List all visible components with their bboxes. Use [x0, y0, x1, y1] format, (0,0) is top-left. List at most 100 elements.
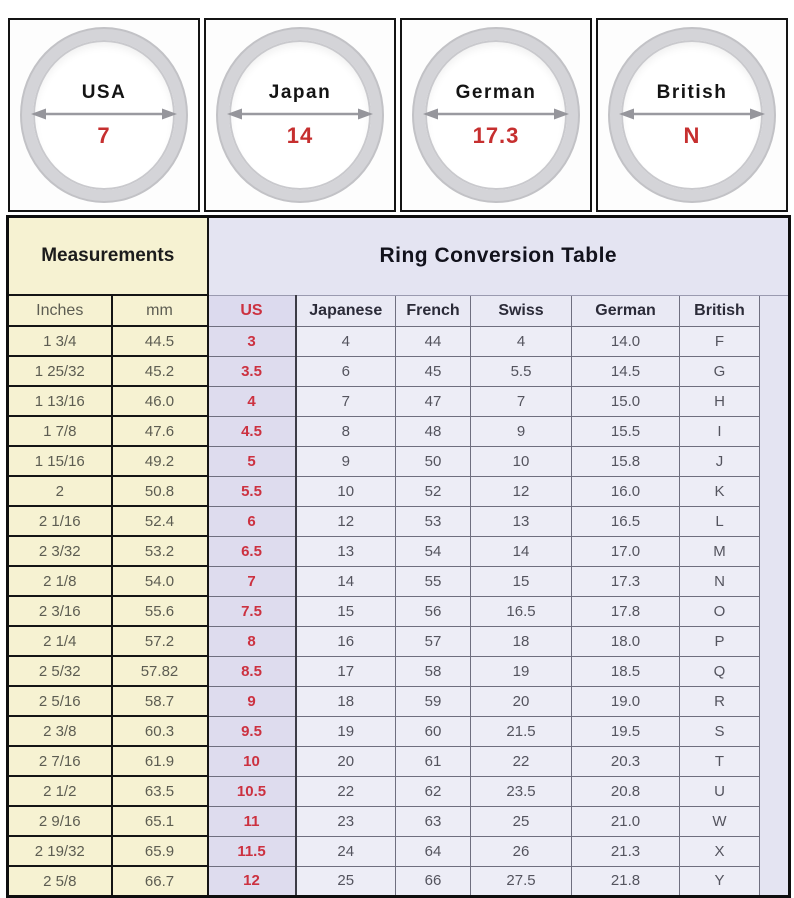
cell-mm: 57.82 — [110, 655, 209, 687]
cell-mm: 44.5 — [110, 325, 209, 357]
filler-column — [758, 656, 790, 686]
cell-mm: 65.1 — [110, 805, 209, 837]
cell-british: K — [679, 475, 760, 507]
cell-inches: 2 1/8 — [6, 565, 113, 597]
column-header-swiss: Swiss — [470, 294, 572, 327]
cell-french: 64 — [395, 835, 471, 867]
filler-column — [758, 806, 790, 836]
cell-french: 60 — [395, 715, 471, 747]
cell-us: 11 — [206, 805, 297, 837]
column-header-japanese: Japanese — [295, 294, 396, 327]
ring-box-british: British N — [596, 18, 788, 212]
cell-british: Q — [679, 655, 760, 687]
cell-german: 17.0 — [571, 535, 680, 567]
cell-mm: 52.4 — [110, 505, 209, 537]
ring-box-japan: Japan 14 — [204, 18, 396, 212]
cell-inches: 2 1/2 — [6, 775, 113, 807]
cell-mm: 58.7 — [110, 685, 209, 717]
ring-illustration: USA 7 — [22, 29, 186, 201]
cell-inches: 2 19/32 — [6, 835, 113, 867]
cell-inches: 2 5/32 — [6, 655, 113, 687]
filler-column — [758, 866, 790, 897]
cell-british: S — [679, 715, 760, 747]
diameter-arrow-icon — [423, 107, 569, 121]
cell-mm: 49.2 — [110, 445, 209, 477]
filler-column — [758, 295, 790, 326]
cell-japanese: 6 — [295, 355, 396, 387]
cell-french: 53 — [395, 505, 471, 537]
cell-british: I — [679, 415, 760, 447]
filler-column — [758, 596, 790, 626]
cell-japanese: 9 — [295, 445, 396, 477]
cell-japanese: 19 — [295, 715, 396, 747]
table-row: 1 25/32 45.2 3.5 6 45 5.5 14.5 G — [6, 355, 790, 387]
column-header-british: British — [679, 294, 760, 327]
cell-german: 15.8 — [571, 445, 680, 477]
filler-column — [758, 686, 790, 716]
cell-swiss: 12 — [470, 475, 572, 507]
cell-japanese: 25 — [295, 865, 396, 897]
ring-country-label: Japan — [268, 81, 332, 103]
cell-german: 16.5 — [571, 505, 680, 537]
table-row: 2 5/16 58.7 9 18 59 20 19.0 R — [6, 685, 790, 717]
cell-french: 66 — [395, 865, 471, 897]
cell-german: 17.8 — [571, 595, 680, 627]
filler-column — [758, 446, 790, 476]
cell-german: 21.3 — [571, 835, 680, 867]
cell-german: 16.0 — [571, 475, 680, 507]
ring-country-label: German — [455, 81, 537, 103]
cell-swiss: 23.5 — [470, 775, 572, 807]
filler-column — [758, 836, 790, 866]
cell-german: 20.3 — [571, 745, 680, 777]
cell-swiss: 18 — [470, 625, 572, 657]
table-row: 2 19/32 65.9 11.5 24 64 26 21.3 X — [6, 835, 790, 867]
cell-german: 19.5 — [571, 715, 680, 747]
cell-mm: 61.9 — [110, 745, 209, 777]
ring-country-label: USA — [81, 81, 127, 103]
table-row: 2 7/16 61.9 10 20 61 22 20.3 T — [6, 745, 790, 777]
cell-swiss: 13 — [470, 505, 572, 537]
cell-inches: 1 3/4 — [6, 325, 113, 357]
cell-british: Y — [679, 865, 760, 897]
cell-british: L — [679, 505, 760, 537]
filler-column — [758, 356, 790, 386]
cell-french: 45 — [395, 355, 471, 387]
cell-british: H — [679, 385, 760, 417]
cell-mm: 60.3 — [110, 715, 209, 747]
cell-french: 44 — [395, 325, 471, 357]
column-header-inches: Inches — [6, 294, 113, 327]
table-row: 1 3/4 44.5 3 4 44 4 14.0 F — [6, 325, 790, 357]
cell-mm: 45.2 — [110, 355, 209, 387]
cell-british: W — [679, 805, 760, 837]
filler-column — [758, 626, 790, 656]
cell-british: M — [679, 535, 760, 567]
cell-german: 19.0 — [571, 685, 680, 717]
cell-us: 4.5 — [206, 415, 297, 447]
cell-japanese: 8 — [295, 415, 396, 447]
cell-inches: 2 3/8 — [6, 715, 113, 747]
cell-japanese: 12 — [295, 505, 396, 537]
ring-size-value: N — [683, 122, 701, 148]
cell-french: 50 — [395, 445, 471, 477]
cell-german: 15.5 — [571, 415, 680, 447]
column-header-us: US — [206, 294, 297, 327]
cell-british: P — [679, 625, 760, 657]
cell-mm: 53.2 — [110, 535, 209, 567]
conversion-table-body: 1 3/4 44.5 3 4 44 4 14.0 F 1 25/32 45.2 3.5 6 45 5.5 1… — [6, 325, 790, 898]
cell-mm: 50.8 — [110, 475, 209, 507]
cell-mm: 46.0 — [110, 385, 209, 417]
cell-us: 12 — [206, 865, 297, 897]
cell-inches: 2 5/8 — [6, 865, 113, 898]
cell-french: 61 — [395, 745, 471, 777]
cell-us: 11.5 — [206, 835, 297, 867]
cell-swiss: 26 — [470, 835, 572, 867]
ring-size-value: 7 — [97, 122, 111, 148]
cell-inches: 1 15/16 — [6, 445, 113, 477]
cell-german: 14.0 — [571, 325, 680, 357]
cell-german: 18.5 — [571, 655, 680, 687]
column-header-french: French — [395, 294, 471, 327]
cell-inches: 2 9/16 — [6, 805, 113, 837]
ring-box-german: German 17.3 — [400, 18, 592, 212]
cell-mm: 54.0 — [110, 565, 209, 597]
table-row: 2 1/4 57.2 8 16 57 18 18.0 P — [6, 625, 790, 657]
